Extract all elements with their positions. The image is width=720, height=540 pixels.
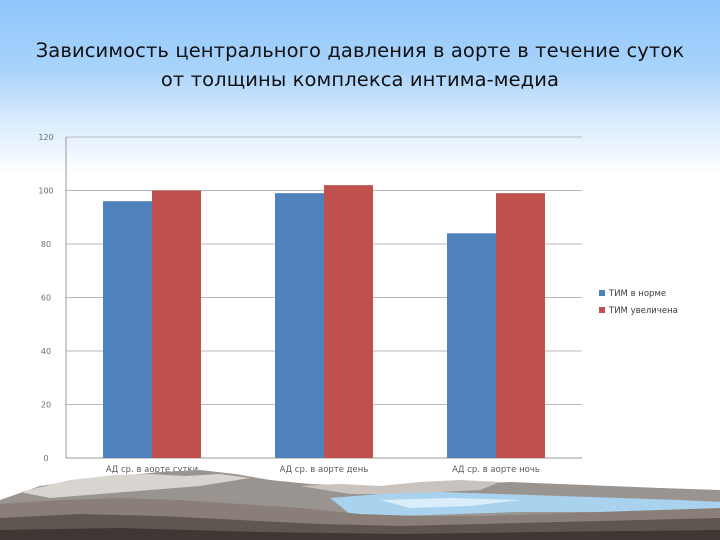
bar-tim-normal-2	[447, 233, 496, 458]
y-tick-label: 120	[38, 133, 53, 142]
legend-label: ТИМ в норме	[608, 289, 666, 299]
landscape-water-light	[380, 498, 520, 508]
bars	[103, 185, 545, 459]
x-tick-label: АД ср. в аорте день	[280, 465, 369, 475]
bar-tim-normal-1	[275, 193, 324, 459]
y-tick-label: 80	[41, 240, 51, 249]
x-tick-labels: АД ср. в аорте сутки АД ср. в аорте день А…	[106, 465, 540, 475]
y-tick-labels: 0 20 40 60 80 100 120	[38, 133, 53, 463]
bar-tim-increased-1	[324, 185, 373, 458]
bar-tim-increased-2	[496, 193, 545, 459]
legend-label: ТИМ увеличена	[608, 306, 678, 316]
legend-swatch	[599, 307, 605, 313]
y-tick-label: 100	[38, 187, 53, 196]
landscape-hills-highlight	[20, 474, 250, 498]
bar-tim-normal-0	[103, 201, 152, 458]
legend-swatch	[599, 290, 605, 296]
x-tick-label: АД ср. в аорте ночь	[452, 465, 540, 475]
landscape-ground-shade	[0, 528, 720, 540]
y-tick-label: 60	[41, 294, 51, 303]
landscape-ridge	[300, 480, 500, 494]
slide-title-line-1: Зависимость центрального давления в аорт…	[35, 39, 685, 62]
landscape-water	[330, 492, 720, 516]
y-tick-label: 40	[41, 347, 51, 356]
bar-tim-increased-0	[152, 190, 201, 458]
slide-title: Зависимость центрального давления в аорт…	[30, 36, 690, 94]
y-tick-label: 20	[41, 401, 51, 410]
slide-title-line-2: от толщины комплекса интима-медиа	[160, 68, 560, 91]
legend: ТИМ в норме ТИМ увеличена	[599, 289, 678, 316]
x-tick-label: АД ср. в аорте сутки	[106, 465, 198, 475]
y-tick-label: 0	[43, 454, 48, 463]
